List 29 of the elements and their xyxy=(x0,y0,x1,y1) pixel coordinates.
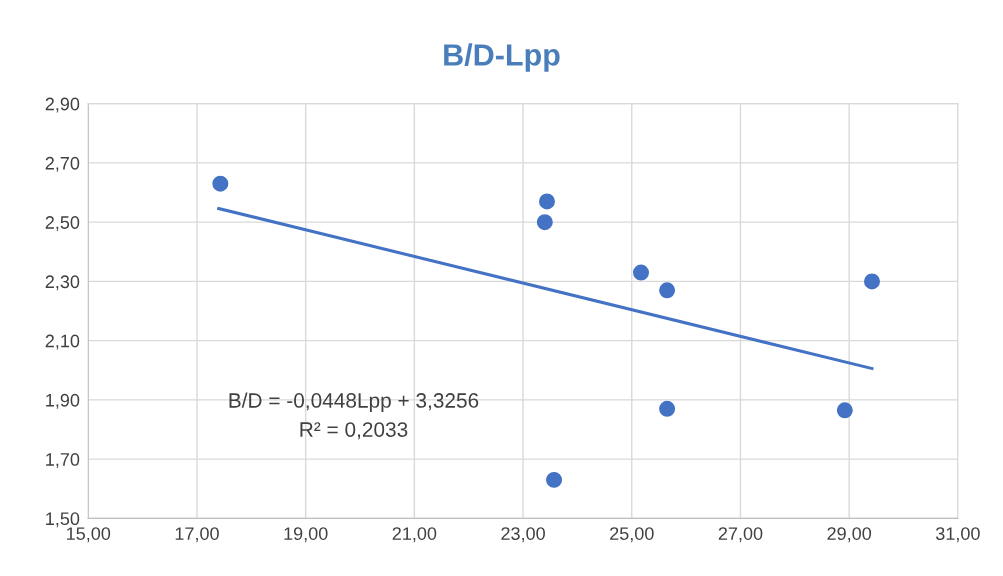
x-tick-label: 21,00 xyxy=(392,527,437,543)
x-tick-label: 25,00 xyxy=(610,527,654,543)
point xyxy=(836,402,853,419)
point xyxy=(659,400,676,417)
x-tick-label: 15,00 xyxy=(67,527,111,543)
point xyxy=(659,282,676,299)
point xyxy=(633,264,649,281)
y-tick-label: 2,10 xyxy=(45,334,80,350)
point xyxy=(546,471,563,488)
annotation: R² = 0,2033 xyxy=(300,422,408,440)
point xyxy=(536,214,553,231)
x-tick-label: 19,00 xyxy=(284,527,328,543)
x-tick-label: 31,00 xyxy=(935,527,980,543)
chart-title: B/D-Lpp xyxy=(444,43,560,72)
y-tick-label: 2,90 xyxy=(45,97,80,113)
y-tick-label: 2,70 xyxy=(45,156,80,172)
point xyxy=(212,175,229,192)
x-tick-label: 29,00 xyxy=(827,527,872,543)
x-tick-label: 17,00 xyxy=(175,527,219,543)
point xyxy=(864,273,880,290)
annotation: B/D = -0,0448Lpp + 3,3256 xyxy=(229,392,479,412)
y-tick-label: 1,70 xyxy=(46,453,80,469)
y-tick-label: 1,90 xyxy=(46,393,80,409)
point xyxy=(539,193,555,210)
x-tick-label: 27,00 xyxy=(718,527,763,543)
x-tick-label: 23,00 xyxy=(501,527,545,543)
y-tick-label: 2,30 xyxy=(45,275,80,291)
y-tick-label: 2,50 xyxy=(45,216,80,232)
y-tick-label: 1,50 xyxy=(46,512,80,528)
